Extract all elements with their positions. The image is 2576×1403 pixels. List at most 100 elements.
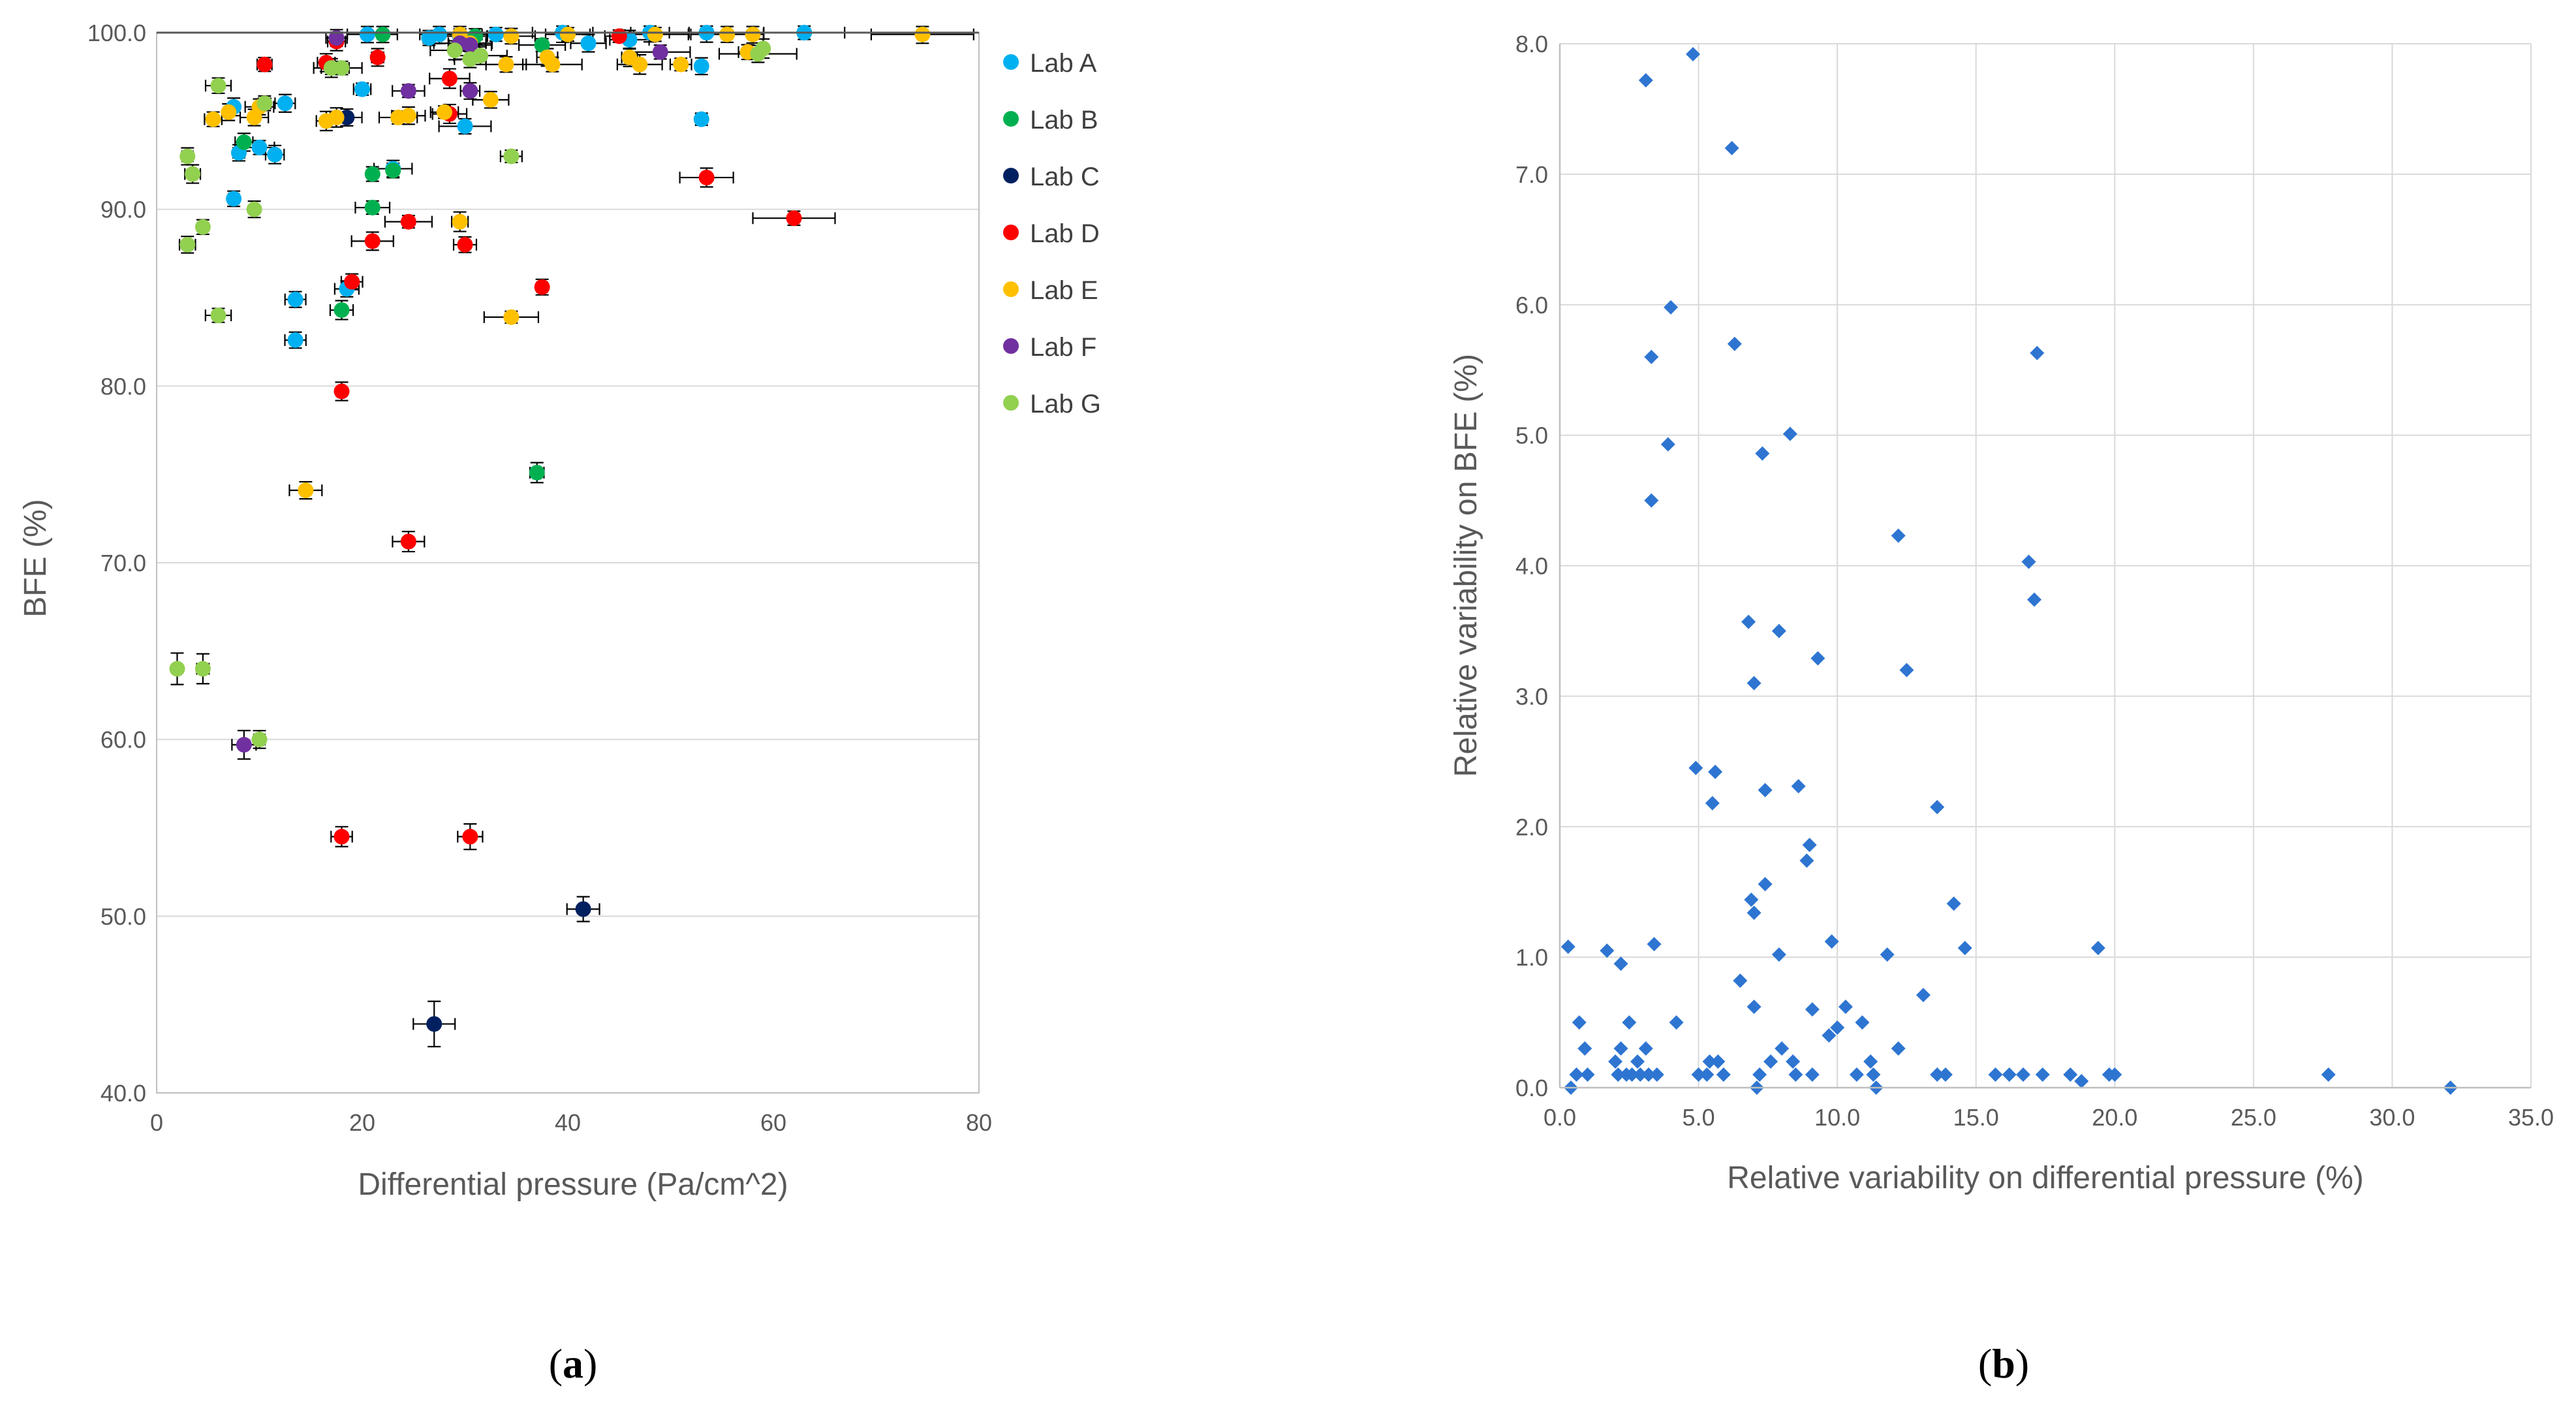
- data-point: [1580, 1067, 1595, 1082]
- data-point: [2030, 345, 2045, 360]
- data-point: [1699, 1067, 1715, 1082]
- panel-a-axes: [156, 31, 980, 1094]
- chart-panel-a: 0 20 40 60 80 40.050.060.070.080.090.0100.0 …: [18, 20, 1101, 1387]
- data-point-lab-a: [488, 26, 504, 42]
- data-point-lab-g: [503, 148, 520, 165]
- data-point-lab-a: [457, 118, 473, 134]
- legend-entry: Lab B: [1030, 106, 1098, 134]
- data-point-lab-e: [400, 108, 416, 124]
- data-point: [2015, 1067, 2030, 1082]
- data-point: [1930, 1067, 1945, 1082]
- data-point: [1746, 676, 1761, 691]
- data-point: [1849, 1067, 1864, 1082]
- data-point: [1938, 1067, 1953, 1082]
- data-point-lab-d: [364, 233, 380, 249]
- panel-a-label: (a): [549, 1340, 598, 1387]
- data-point-lab-g: [251, 731, 268, 748]
- panel-a-legend: Lab A Lab B Lab C Lab D Lab E Lab F Lab G: [1003, 49, 1101, 418]
- data-point-lab-e: [482, 91, 499, 108]
- data-point-lab-f: [236, 736, 252, 753]
- data-point: [1686, 46, 1701, 61]
- data-point: [1664, 300, 1679, 315]
- data-point: [2026, 592, 2041, 607]
- data-point: [1611, 1067, 1626, 1082]
- y-tick-label: 80.0: [101, 373, 146, 400]
- data-point: [1771, 623, 1786, 638]
- data-point-lab-b: [375, 26, 391, 42]
- data-point: [1788, 1067, 1803, 1082]
- data-point-lab-d: [400, 533, 416, 550]
- data-point-lab-f: [652, 44, 668, 60]
- data-point: [1899, 663, 1914, 678]
- data-point-lab-e: [503, 309, 520, 325]
- data-point: [1600, 943, 1615, 958]
- data-point-lab-e: [221, 104, 237, 120]
- data-point: [2090, 941, 2105, 956]
- data-point-lab-e: [205, 111, 221, 127]
- data-point-lab-d: [462, 828, 478, 845]
- data-point: [1746, 1000, 1761, 1015]
- y-tick-label: 2.0: [1515, 813, 1548, 840]
- data-point: [1916, 988, 1931, 1003]
- legend-marker: [1003, 395, 1019, 411]
- x-tick-label: 0.0: [1544, 1104, 1576, 1131]
- data-point-lab-g: [179, 148, 196, 165]
- data-point-lab-d: [344, 274, 360, 290]
- data-point-lab-a: [693, 58, 709, 74]
- data-point-lab-e: [498, 56, 514, 72]
- legend-marker: [1003, 225, 1019, 240]
- data-point: [1744, 892, 1759, 907]
- data-point: [1891, 528, 1906, 543]
- data-point-lab-e: [719, 26, 736, 42]
- legend-marker: [1003, 168, 1019, 183]
- data-point-lab-b: [385, 163, 401, 179]
- data-point: [1716, 1067, 1731, 1082]
- data-point: [1855, 1015, 1870, 1030]
- x-tick-label: 80: [966, 1109, 992, 1136]
- data-point: [1830, 1020, 1845, 1035]
- data-point: [1705, 796, 1720, 811]
- data-point: [1622, 1015, 1637, 1030]
- data-point-lab-g: [256, 95, 273, 112]
- data-point: [1638, 72, 1653, 87]
- y-tick-label: 50.0: [101, 903, 146, 930]
- data-point-lab-a: [354, 81, 370, 97]
- y-tick-label: 60.0: [101, 727, 146, 753]
- data-point: [2321, 1067, 2336, 1082]
- data-point: [1946, 896, 1961, 911]
- panel-a-x-axis-title: Differential pressure (Pa/cm^2): [358, 1167, 788, 1202]
- data-point-lab-e: [328, 109, 345, 125]
- x-tick-label: 10.0: [1814, 1104, 1860, 1131]
- data-point: [1824, 934, 1839, 949]
- data-point: [1866, 1067, 1881, 1082]
- data-point: [1638, 1041, 1653, 1056]
- data-point: [1771, 947, 1786, 962]
- data-point-lab-d: [786, 210, 802, 227]
- data-point-lab-e: [745, 26, 761, 42]
- data-point: [1822, 1028, 1837, 1043]
- panel-a-data-points: [169, 25, 931, 1032]
- data-point: [1649, 1067, 1664, 1082]
- data-point: [2035, 1067, 2050, 1082]
- data-point-lab-g: [185, 166, 201, 182]
- data-point: [1891, 1041, 1906, 1056]
- data-point-lab-d: [400, 213, 416, 230]
- y-tick-label: 40.0: [101, 1080, 146, 1107]
- data-point-lab-d: [441, 71, 458, 87]
- data-point-lab-d: [369, 49, 386, 65]
- y-tick-label: 6.0: [1515, 292, 1548, 319]
- panel-b-y-tick-labels: 0.0 1.0 2.0 3.0 4.0 5.0 6.0 7.0 8.0: [1515, 31, 1548, 1101]
- data-point-lab-c: [575, 901, 591, 917]
- data-point-lab-d: [698, 169, 715, 185]
- data-point: [1641, 1067, 1656, 1082]
- x-tick-label: 15.0: [1953, 1104, 1999, 1131]
- data-point: [1733, 973, 1748, 988]
- x-tick-label: 0: [150, 1109, 163, 1136]
- data-point-lab-f: [400, 83, 416, 99]
- data-point: [2074, 1074, 2089, 1089]
- data-point-lab-d: [534, 279, 550, 295]
- data-point-lab-a: [287, 332, 303, 348]
- data-point-lab-g: [210, 78, 226, 94]
- x-tick-label: 20: [349, 1109, 375, 1136]
- data-point: [1863, 1054, 1878, 1069]
